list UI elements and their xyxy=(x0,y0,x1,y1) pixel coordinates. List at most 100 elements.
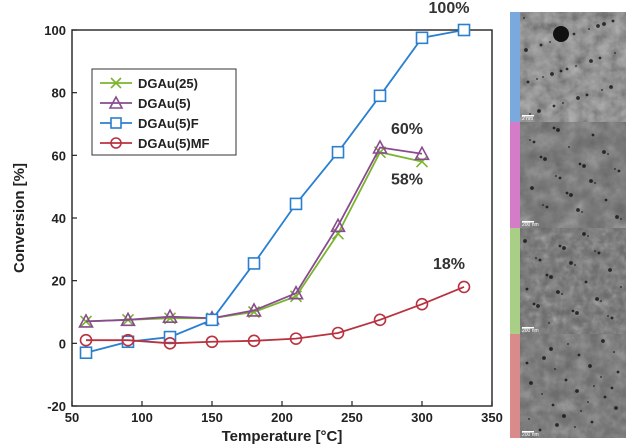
micrograph-texture xyxy=(520,12,626,122)
x-tick-label: 300 xyxy=(411,410,433,425)
particle xyxy=(608,268,612,272)
particle xyxy=(615,215,619,219)
particle xyxy=(543,157,547,161)
particle xyxy=(609,85,613,89)
particle xyxy=(614,52,616,54)
particle xyxy=(600,300,602,302)
data-point-triangle-marker xyxy=(78,313,94,328)
x-tick-label: 250 xyxy=(341,410,363,425)
particle xyxy=(601,89,603,91)
particle xyxy=(614,406,618,410)
micrograph-tile: 200 nm xyxy=(510,334,626,438)
legend-label: DGAu(5)MF xyxy=(138,136,210,151)
particle xyxy=(530,186,534,190)
particle xyxy=(576,208,580,212)
micrograph-tile: 2 nm xyxy=(510,12,626,122)
y-tick-label: 20 xyxy=(52,274,66,289)
x-tick-label: 100 xyxy=(131,410,153,425)
color-band xyxy=(510,122,520,228)
data-point-triangle-marker xyxy=(414,145,430,161)
value-annotation: 60% xyxy=(391,121,423,138)
particle xyxy=(607,153,609,155)
data-point-square-marker xyxy=(373,89,387,103)
particle xyxy=(611,19,615,23)
series-layer xyxy=(78,23,471,360)
particle xyxy=(585,93,589,97)
micrograph-texture xyxy=(520,334,626,438)
particle xyxy=(600,376,602,378)
particle xyxy=(581,211,583,213)
particle xyxy=(558,176,562,180)
particle xyxy=(538,258,542,262)
particle xyxy=(529,381,533,385)
color-band xyxy=(510,12,520,122)
y-tick-label: 60 xyxy=(52,148,66,163)
data-point-square-marker xyxy=(110,117,122,129)
value-annotation: 18% xyxy=(433,256,465,273)
particle xyxy=(529,139,531,141)
legend-entry: DGAu(5)MF xyxy=(100,136,210,151)
particle xyxy=(588,28,590,30)
data-point-triangle-marker xyxy=(372,139,388,154)
data-point-circle-marker xyxy=(247,334,261,348)
series-line xyxy=(85,151,423,323)
color-band xyxy=(510,228,520,334)
particle xyxy=(602,22,606,26)
particle xyxy=(577,353,581,357)
particle xyxy=(576,96,580,100)
series-dgau-25 xyxy=(79,146,429,328)
data-point-square-marker xyxy=(457,23,471,37)
scale-bar-label: 2 nm xyxy=(522,116,533,122)
particle xyxy=(620,218,622,220)
particle xyxy=(535,257,537,259)
particle xyxy=(549,347,553,351)
particle xyxy=(598,56,602,60)
particle xyxy=(536,78,538,80)
particle xyxy=(590,420,594,424)
particle xyxy=(532,302,536,306)
dark-blob xyxy=(553,26,569,42)
particle xyxy=(558,244,562,248)
series-line xyxy=(85,146,423,323)
data-point-triangle-marker xyxy=(120,311,136,327)
particle xyxy=(556,128,560,132)
particle xyxy=(610,316,614,320)
data-point-triangle-marker xyxy=(330,217,346,233)
data-point-x-marker xyxy=(110,77,122,89)
particle xyxy=(542,204,544,206)
particle xyxy=(536,304,540,308)
particle xyxy=(567,343,569,345)
particle xyxy=(574,426,576,428)
particle xyxy=(578,162,582,166)
legend: DGAu(25) DGAu(5) DGAu(5)F DGAu(5)MF xyxy=(91,68,237,156)
particle xyxy=(597,251,601,255)
legend-label: DGAu(5) xyxy=(138,96,191,111)
legend-entry: DGAu(5)F xyxy=(100,116,199,131)
particle xyxy=(555,175,557,177)
data-point-circle-marker xyxy=(110,137,122,149)
data-point-square-marker xyxy=(247,257,261,270)
data-point-square-marker xyxy=(79,346,93,360)
particle xyxy=(539,43,543,47)
particle xyxy=(616,370,620,374)
scale-bar-label: 200 nm xyxy=(522,328,539,334)
particle xyxy=(525,361,529,365)
particle xyxy=(561,293,563,295)
data-point-x-marker xyxy=(331,227,345,240)
data-point-circle-marker xyxy=(373,313,387,327)
data-point-circle-marker xyxy=(121,333,135,347)
particle xyxy=(539,155,543,159)
data-point-square-marker xyxy=(205,313,219,327)
particle xyxy=(575,65,577,67)
series-dgau-5 xyxy=(78,139,430,328)
y-tick-label: 80 xyxy=(52,86,66,101)
scale-bar xyxy=(522,327,534,329)
particle xyxy=(525,287,529,291)
particle xyxy=(552,126,556,130)
color-band xyxy=(510,334,520,438)
particle xyxy=(594,182,596,184)
data-point-circle-marker xyxy=(205,335,219,349)
particle xyxy=(545,205,549,209)
data-point-square-marker xyxy=(331,145,345,159)
data-point-x-marker xyxy=(415,155,429,168)
